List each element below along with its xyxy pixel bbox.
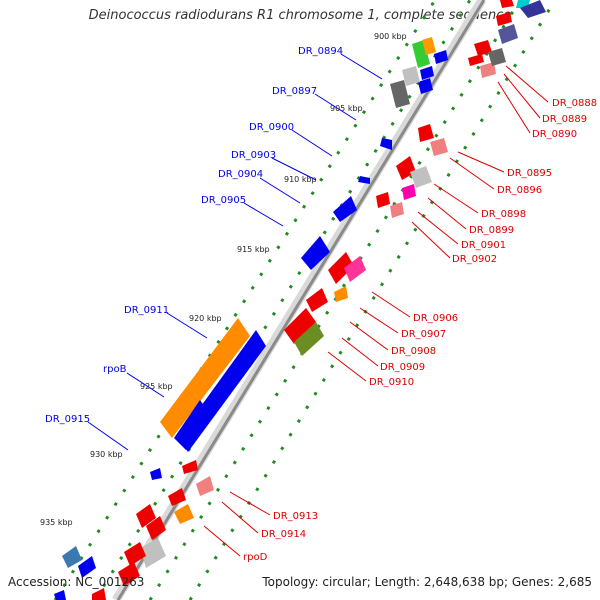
- tick-labels: 900 kbp 905 kbp 910 kbp 915 kbp 920 kbp …: [40, 32, 407, 527]
- gene-DR_0906-shape: [328, 252, 354, 284]
- gene-gray-1: [390, 80, 410, 108]
- gene-DR_0899-shape: [376, 192, 390, 208]
- gene-DR_0913-shape: [182, 460, 198, 474]
- gene-DR_0889-shape: [468, 54, 484, 66]
- gene-DR_0907-shape: [334, 286, 348, 302]
- gene-label-DR_0908: DR_0908: [391, 346, 436, 357]
- gene-label-DR_0910: DR_0910: [369, 377, 414, 388]
- gene-red-top-1: [500, 0, 514, 8]
- gene-DR_0904-shape: [358, 176, 370, 184]
- tick-label: 925 kbp: [140, 382, 173, 391]
- reverse-gene-labels: DR_0888 DR_0889 DR_0890 DR_0895 DR_0896 …: [203, 65, 597, 563]
- gene-forward-2: [420, 66, 434, 80]
- tick-label: 900 kbp: [374, 32, 407, 41]
- gene-DR_0914-shape: [196, 476, 214, 496]
- gene-forward-5: [174, 400, 210, 450]
- gene-label-DR_0898: DR_0898: [481, 209, 526, 220]
- gene-forward-1: [434, 50, 448, 64]
- gene-gray-5: [140, 538, 166, 568]
- gene-label-DR_0907: DR_0907: [401, 329, 446, 340]
- gene-DR_0895-shape: [418, 124, 434, 142]
- gene-red-8: [146, 516, 166, 540]
- gene-label-DR_0913: DR_0913: [273, 511, 318, 522]
- gene-gray-4: [410, 166, 432, 188]
- accession-text: Accession: NC_001263: [8, 575, 145, 589]
- gene-gray-3: [488, 48, 506, 66]
- gene-label-DR_0906: DR_0906: [413, 313, 458, 324]
- gene-label-DR_0890: DR_0890: [532, 129, 577, 140]
- gene-label-rpoB: rpoB: [103, 364, 127, 375]
- gene-label-DR_0894: DR_0894: [298, 46, 343, 57]
- gene-DR_0908-shape: [306, 288, 328, 312]
- gene-forward-6: [78, 556, 96, 578]
- gene-forward-7: [54, 590, 66, 600]
- gene-label-DR_0889: DR_0889: [542, 114, 587, 125]
- gene-label-DR_0915: DR_0915: [45, 414, 90, 425]
- tick-label: 920 kbp: [189, 314, 222, 323]
- gene-red-7: [136, 504, 156, 528]
- gene-label-DR_0897: DR_0897: [272, 86, 317, 97]
- gene-label-DR_0888: DR_0888: [552, 98, 597, 109]
- gene-DR_0911-shape: [160, 318, 250, 438]
- gene-pink-1: [344, 256, 366, 282]
- gene-label-DR_0911: DR_0911: [124, 305, 169, 316]
- gene-label-DR_0901: DR_0901: [461, 240, 506, 251]
- gene-label-DR_0902: DR_0902: [452, 254, 497, 265]
- gene-DR_0895b-shape: [422, 37, 436, 55]
- gene-label-DR_0909: DR_0909: [380, 362, 425, 373]
- gene-label-DR_0899: DR_0899: [469, 225, 514, 236]
- gene-forward-4: [301, 236, 330, 270]
- gene-label-DR_0896: DR_0896: [497, 185, 542, 196]
- gene-label-DR_0914: DR_0914: [261, 529, 306, 540]
- gene-label-DR_0900: DR_0900: [249, 122, 294, 133]
- gene-label-rpoD: rpoD: [243, 552, 268, 563]
- tick-label: 915 kbp: [237, 245, 270, 254]
- gene-navy-top: [520, 0, 546, 18]
- gene-red-top-2: [496, 12, 512, 26]
- forward-strand-genes: [54, 0, 546, 600]
- gene-DR_0901-shape: [390, 202, 404, 218]
- gene-DR_0896-shape: [430, 138, 448, 156]
- gene-red-11: [92, 588, 106, 600]
- gene-red-9: [124, 542, 146, 566]
- gene-label-DR_0905: DR_0905: [201, 195, 246, 206]
- gene-DR_0888-shape: [474, 40, 492, 56]
- gene-gray-2: [402, 66, 420, 86]
- gene-red-6: [168, 488, 186, 506]
- forward-gene-labels: DR_0894 DR_0897 DR_0900 DR_0903 DR_0904 …: [45, 46, 383, 451]
- gene-label-DR_0903: DR_0903: [231, 150, 276, 161]
- tick-label: 935 kbp: [40, 518, 73, 527]
- gene-teal-1: [62, 546, 82, 568]
- gene-slate-top: [498, 24, 518, 44]
- gene-DR_0915-shape: [150, 468, 162, 480]
- gene-label-DR_0904: DR_0904: [218, 169, 263, 180]
- reverse-strand-genes: [92, 0, 514, 600]
- gene-DR_0900-shape: [380, 138, 392, 150]
- tick-label: 910 kbp: [284, 175, 317, 184]
- guide-tracks: [53, 0, 557, 600]
- topology-text: Topology: circular; Length: 2,648,638 bp…: [262, 575, 592, 589]
- tick-label: 905 kbp: [330, 104, 363, 113]
- gene-DR_0910-shape: [294, 322, 324, 356]
- gene-label-DR_0895: DR_0895: [507, 168, 552, 179]
- gene-forward-3: [418, 78, 433, 94]
- gene-DR_0898-shape: [402, 184, 416, 200]
- gene-DR_0909-shape: [284, 308, 316, 344]
- map-title: Deinococcus radiodurans R1 chromosome 1,…: [88, 8, 512, 23]
- tick-label: 930 kbp: [90, 450, 123, 459]
- gene-DR_0905-shape: [333, 196, 357, 222]
- gene-red-10: [118, 562, 140, 586]
- gene-rpoD-shape: [174, 504, 194, 524]
